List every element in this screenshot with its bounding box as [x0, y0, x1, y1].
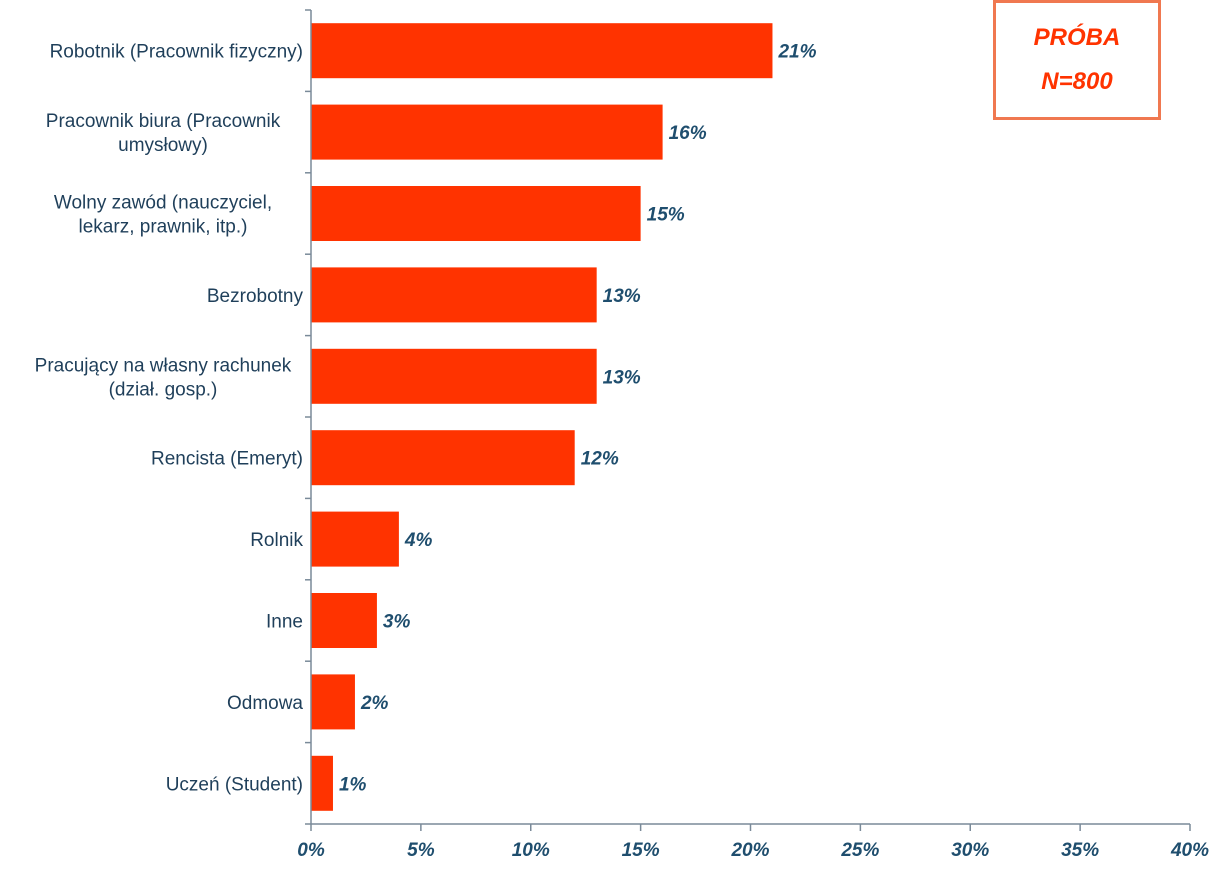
sample-label: PRÓBA: [1033, 24, 1121, 51]
bar: [311, 430, 575, 486]
value-label: 13%: [603, 367, 641, 388]
x-tick-label: 15%: [622, 840, 660, 861]
category-label: Wolny zawód (nauczyciel,: [54, 193, 272, 214]
category-label: umysłowy): [118, 135, 208, 156]
category-label: lekarz, prawnik, itp.): [79, 217, 248, 238]
value-label: 1%: [339, 774, 367, 795]
category-label: Inne: [266, 612, 303, 633]
category-label: Pracujący na własny rachunek: [35, 355, 292, 376]
category-label: Uczeń (Student): [166, 774, 303, 795]
value-label: 2%: [360, 693, 389, 714]
category-labels-group: Robotnik (Pracownik fizyczny) Pracownik b…: [35, 42, 304, 796]
category-label: (dział. gosp.): [109, 379, 218, 400]
bar: [311, 593, 377, 648]
bar: [311, 23, 773, 79]
x-tick-label: 20%: [730, 840, 769, 861]
category-label: Robotnik (Pracownik fizyczny): [50, 42, 303, 63]
value-label: 15%: [647, 205, 685, 226]
value-label: 12%: [581, 449, 619, 470]
value-label: 21%: [777, 42, 816, 63]
bar: [311, 755, 333, 811]
value-label: 13%: [603, 286, 641, 307]
value-label: 3%: [383, 612, 411, 633]
category-label: Rencista (Emeryt): [151, 449, 303, 470]
category-label: Pracownik biura (Pracownik: [46, 111, 281, 132]
bar: [311, 104, 663, 160]
bar: [311, 186, 641, 241]
x-tick-label: 25%: [840, 840, 879, 861]
x-tick-label: 0%: [297, 840, 325, 861]
bar: [311, 267, 597, 323]
category-label: Rolnik: [250, 530, 303, 551]
category-label: Odmowa: [227, 693, 303, 714]
x-tick-label: 40%: [1170, 840, 1209, 861]
value-labels-group: 21% 16% 15% 13% 13% 12% 4% 3% 2% 1%: [339, 42, 817, 796]
value-label: 16%: [669, 123, 707, 144]
bar: [311, 674, 355, 730]
value-label: 4%: [404, 530, 433, 551]
bars-group: [311, 23, 773, 811]
x-tick-label: 10%: [512, 840, 550, 861]
bar: [311, 511, 399, 567]
x-tick-label: 35%: [1061, 840, 1099, 861]
category-label: Bezrobotny: [207, 286, 304, 307]
bar: [311, 348, 597, 404]
sample-size-label: N=800: [1041, 68, 1113, 95]
x-tick-label: 30%: [951, 840, 989, 861]
sample-size-box: PRÓBA N=800: [993, 0, 1161, 120]
x-tick-label: 5%: [407, 840, 435, 861]
axes-group: 0% 5% 10% 15% 20% 25% 30% 35% 40%: [297, 9, 1209, 861]
